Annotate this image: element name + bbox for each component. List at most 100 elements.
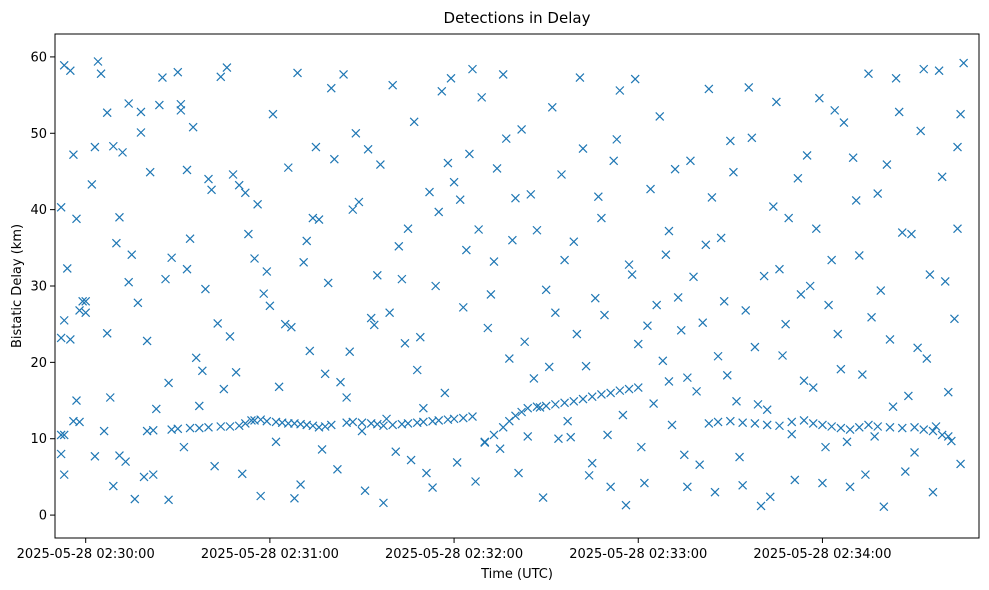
- detection-point: [670, 164, 680, 174]
- detection-point: [667, 420, 677, 430]
- detection-point: [821, 442, 830, 452]
- detection-point: [250, 254, 259, 263]
- detection-point: [216, 72, 226, 82]
- detection-point: [136, 107, 146, 117]
- detection-point: [775, 264, 784, 274]
- detection-point: [692, 386, 702, 396]
- data-points: [56, 57, 969, 512]
- detection-point: [860, 470, 870, 480]
- x-tick-label: 2025-05-28 02:31:00: [201, 547, 339, 562]
- detection-point: [256, 491, 266, 501]
- detection-point: [566, 432, 576, 442]
- track-detection-point: [704, 419, 714, 428]
- detection-point: [286, 322, 296, 332]
- detection-point: [722, 370, 732, 380]
- detection-point: [431, 281, 441, 291]
- detection-point: [274, 382, 284, 392]
- detection-point: [127, 250, 137, 260]
- detection-point: [72, 396, 81, 405]
- detection-point: [928, 487, 938, 497]
- x-axis-ticks: 2025-05-28 02:30:00 2025-05-28 02:31:00 20…: [17, 538, 891, 562]
- track-detection-point: [799, 415, 809, 425]
- detection-point: [572, 329, 582, 339]
- detection-point: [458, 302, 468, 312]
- detection-point: [630, 74, 640, 84]
- detection-point: [765, 492, 775, 502]
- detection-point: [290, 493, 299, 503]
- detection-point: [590, 293, 600, 303]
- detection-point: [609, 156, 619, 166]
- track-detection-point: [511, 411, 520, 421]
- detection-point: [916, 126, 926, 136]
- detection-point: [62, 264, 72, 273]
- detection-point: [759, 271, 769, 281]
- detection-point: [409, 117, 419, 127]
- detection-point: [142, 336, 152, 346]
- detection-point: [845, 482, 855, 492]
- x-tick-label: 2025-05-28 02:33:00: [569, 547, 707, 562]
- detection-point: [397, 274, 407, 284]
- detection-point: [105, 393, 115, 402]
- detection-point: [532, 225, 542, 235]
- detection-point: [262, 267, 272, 276]
- detection-point: [735, 452, 744, 462]
- detection-point: [339, 70, 348, 79]
- detection-point: [802, 150, 812, 160]
- detection-point: [363, 144, 373, 154]
- detection-point: [728, 167, 738, 177]
- track-detection-point: [633, 383, 643, 392]
- detection-point: [468, 64, 477, 74]
- detection-point: [514, 468, 523, 478]
- detection-point: [219, 384, 229, 394]
- track-detection-point: [569, 396, 579, 406]
- detection-point: [511, 193, 520, 203]
- detection-point: [741, 306, 751, 315]
- track-detection-point: [664, 377, 674, 386]
- detection-point: [228, 170, 238, 179]
- detection-point: [403, 224, 413, 234]
- detection-point: [78, 296, 88, 306]
- detection-point: [240, 188, 250, 198]
- detection-point: [520, 337, 530, 347]
- track-detection-point: [919, 425, 929, 434]
- track-detection-point: [541, 401, 551, 411]
- detection-point: [624, 260, 634, 270]
- detection-point: [903, 391, 913, 401]
- detection-point: [455, 195, 465, 205]
- detection-point: [443, 158, 453, 168]
- detection-point: [547, 102, 557, 112]
- detection-point: [618, 410, 628, 420]
- detection-point: [885, 335, 895, 344]
- detection-point: [253, 199, 263, 209]
- detection-point: [913, 343, 923, 353]
- detection-point: [876, 286, 886, 296]
- detection-point: [372, 270, 382, 280]
- detection-point: [93, 57, 103, 66]
- detection-point: [182, 264, 192, 274]
- detection-point: [56, 202, 66, 212]
- detection-point: [550, 308, 560, 318]
- detection-point: [707, 192, 717, 202]
- detection-point: [81, 296, 91, 306]
- detection-point: [655, 112, 665, 121]
- detection-point: [115, 212, 124, 222]
- track-detection-point: [808, 419, 818, 428]
- track-detection-point: [458, 413, 468, 423]
- detection-point: [633, 339, 643, 349]
- detection-point: [627, 270, 637, 279]
- detection-point: [621, 500, 631, 510]
- detection-point: [329, 154, 339, 164]
- detection-point: [259, 289, 269, 299]
- detection-point: [501, 134, 511, 144]
- detection-point: [830, 105, 840, 115]
- detection-point: [581, 361, 591, 371]
- track-detection-point: [225, 422, 235, 431]
- detection-point: [428, 483, 438, 493]
- detection-point: [210, 461, 220, 471]
- detection-point: [108, 141, 118, 151]
- detection-point: [176, 105, 186, 115]
- detection-point: [517, 125, 527, 134]
- track-detection-point: [388, 420, 398, 430]
- detection-point: [145, 167, 155, 177]
- detection-point: [593, 192, 603, 202]
